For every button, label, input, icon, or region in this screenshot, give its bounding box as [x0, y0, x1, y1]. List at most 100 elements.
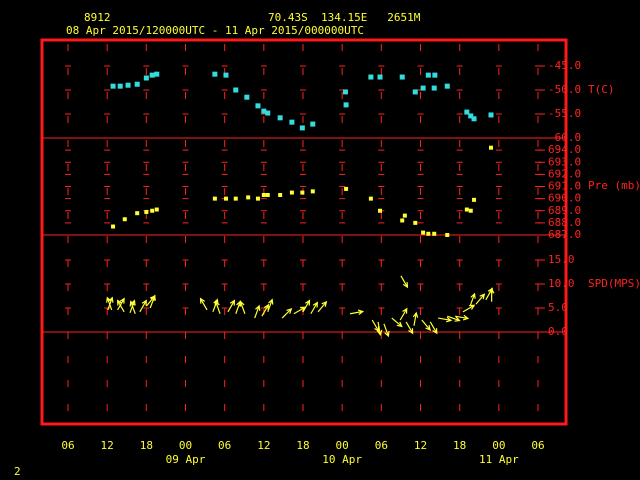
page-number: 2 [14, 465, 21, 478]
data-point [413, 220, 418, 225]
x-tick-label: 06 [61, 439, 74, 452]
y-tick-label: 692.0 [548, 167, 581, 180]
data-point [310, 121, 316, 127]
wind-arrow [371, 319, 380, 333]
data-point [289, 190, 294, 195]
y-tick-label: -50.0 [548, 83, 581, 96]
wind-arrow [302, 299, 311, 313]
x-tick-label: 18 [140, 439, 153, 452]
data-point [261, 108, 267, 114]
data-point [472, 197, 477, 202]
data-point [233, 196, 238, 201]
data-point [223, 196, 228, 201]
x-tick-label: 18 [453, 439, 466, 452]
x-tick-label: 12 [257, 439, 270, 452]
data-point [117, 83, 123, 89]
data-point [368, 196, 373, 201]
x-tick-label: 06 [531, 439, 544, 452]
wind-arrow [405, 321, 414, 335]
data-point [421, 230, 426, 235]
plot-frame [40, 38, 568, 426]
data-point [110, 83, 116, 89]
data-point [488, 112, 494, 118]
data-point [135, 211, 140, 216]
data-point [299, 125, 305, 131]
data-point [265, 192, 270, 197]
wind-arrow [412, 311, 419, 326]
wind-arrow [429, 321, 438, 335]
data-point [212, 196, 217, 201]
data-point [444, 83, 450, 89]
data-point [310, 189, 315, 194]
wind-arrow [454, 314, 470, 321]
wind-arrow [139, 299, 147, 313]
y-tick-label: 10.0 [548, 277, 575, 290]
data-point [212, 71, 218, 77]
data-point [368, 74, 374, 80]
y-axis-label: T(C) [588, 83, 615, 96]
wind-arrow [475, 293, 486, 305]
location: 70.43S 134.15E 2651M [268, 11, 421, 24]
data-point [412, 89, 418, 95]
data-point [445, 233, 450, 237]
wind-arrow [462, 304, 476, 313]
data-point [300, 190, 305, 195]
x-tick-label: 00 [179, 439, 192, 452]
wind-arrow [116, 299, 125, 313]
y-tick-label: 688.0 [548, 216, 581, 229]
data-point [265, 110, 271, 116]
data-point [149, 72, 155, 78]
data-point [431, 85, 437, 91]
wind-arrow [349, 309, 365, 315]
data-point [277, 115, 283, 121]
data-point [468, 113, 474, 119]
data-point [464, 109, 470, 115]
data-point [420, 85, 426, 91]
date-label: 10 Apr [322, 453, 362, 466]
data-point [111, 224, 116, 229]
data-point [377, 74, 383, 80]
y-tick-label: 15.0 [548, 253, 575, 266]
wind-arrow [383, 323, 390, 338]
data-point [261, 192, 266, 197]
y-tick-label: -55.0 [548, 107, 581, 120]
x-tick-label: 12 [414, 439, 427, 452]
y-axis-label: SPD(MPS) [588, 277, 640, 290]
wind-arrow [317, 300, 328, 313]
station-id: 8912 [84, 11, 111, 24]
wind-arrow [261, 303, 270, 317]
data-point [489, 145, 493, 150]
wind-arrow [421, 319, 432, 331]
x-tick-label: 06 [218, 439, 231, 452]
x-tick-label: 00 [336, 439, 349, 452]
data-point [134, 81, 140, 87]
wind-arrow [438, 316, 453, 323]
data-point [342, 89, 348, 95]
data-point [425, 72, 431, 78]
data-point [223, 72, 229, 78]
wind-arrow [106, 296, 113, 311]
y-tick-label: 694.0 [548, 143, 581, 156]
wind-arrow [391, 317, 403, 328]
wind-arrow [281, 307, 293, 319]
data-point [154, 71, 160, 77]
wind-arrow [488, 287, 495, 302]
wind-arrow [447, 315, 461, 322]
wind-arrow [149, 294, 156, 309]
wind-arrow [227, 299, 236, 313]
wind-arrow [399, 307, 408, 321]
data-point [255, 196, 260, 201]
data-point [344, 186, 349, 191]
period: 08 Apr 2015/120000UTC - 11 Apr 2015/0000… [66, 24, 364, 37]
y-axis-label: Pre (mb) [588, 179, 640, 192]
x-tick-label: 18 [296, 439, 309, 452]
data-point [246, 195, 251, 200]
data-point [233, 87, 239, 93]
wind-arrow [469, 292, 476, 307]
wind-arrow [239, 300, 246, 314]
data-point [468, 208, 473, 213]
data-point [144, 209, 149, 214]
wind-arrow [199, 297, 208, 311]
data-point [143, 75, 149, 81]
